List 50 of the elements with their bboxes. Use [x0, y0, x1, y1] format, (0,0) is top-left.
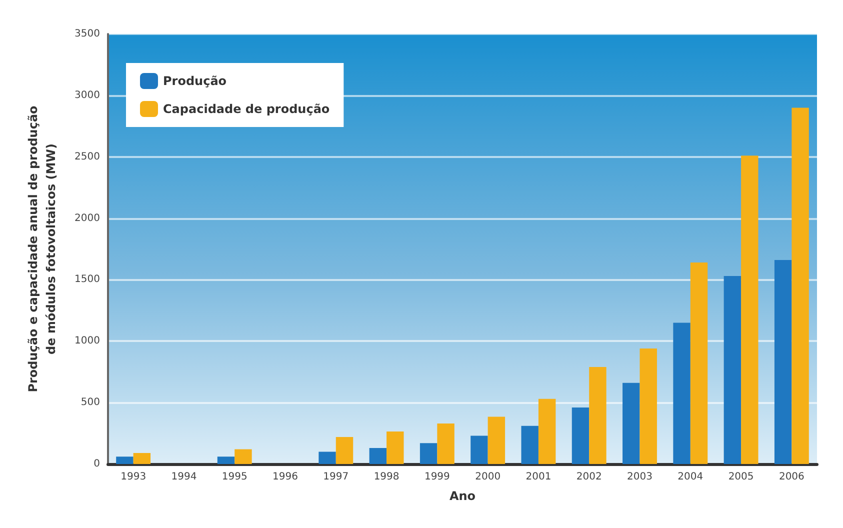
legend-label: Capacidade de produção — [163, 102, 330, 116]
bar — [369, 448, 387, 464]
x-tick-label: 2005 — [728, 472, 754, 482]
bar — [420, 443, 438, 464]
y-tick-label: 500 — [80, 397, 100, 408]
x-tick-label: 1997 — [323, 472, 349, 482]
y-tick-label: 1000 — [74, 336, 100, 347]
bar — [640, 348, 657, 464]
x-tick-label: 2002 — [576, 472, 602, 482]
x-tick-label: 1995 — [222, 472, 248, 482]
x-tick-label: 2003 — [627, 472, 652, 482]
x-tick-label: 1994 — [171, 472, 197, 482]
bar — [589, 366, 606, 464]
y-tick-label: 2000 — [74, 212, 100, 224]
bar — [538, 398, 556, 464]
bar — [792, 108, 809, 464]
bar — [133, 452, 151, 464]
bar — [386, 431, 404, 464]
x-tick-label: 1996 — [272, 472, 298, 482]
bar — [116, 456, 134, 464]
x-tick-label: 1998 — [374, 472, 400, 482]
y-tick-label: 1500 — [74, 274, 100, 286]
y-tick-label: 0 — [94, 458, 100, 470]
bar — [217, 456, 235, 464]
x-axis-title: Ano — [449, 489, 476, 503]
x-tick-label: 1993 — [120, 472, 146, 482]
y-tick-label: 3000 — [74, 90, 100, 101]
bar — [774, 260, 792, 464]
y-tick-label: 2500 — [74, 151, 100, 162]
x-tick-label: 1999 — [424, 472, 450, 482]
x-tick-label: 2006 — [778, 472, 804, 482]
y-axis-title: Produção e capacidade anual de produção de módulos fotovoltaicos (MW) — [26, 106, 58, 392]
bar — [572, 407, 590, 464]
bar — [470, 436, 488, 464]
x-tick-label: 2001 — [526, 472, 552, 482]
bar — [336, 436, 354, 464]
y-tick-label: 3500 — [74, 28, 100, 40]
bar — [673, 322, 690, 464]
bar — [622, 382, 640, 464]
legend-label: Produção — [163, 74, 227, 88]
bar — [437, 423, 454, 464]
x-tick-label: 2000 — [475, 472, 501, 482]
bar — [318, 452, 336, 464]
bar — [724, 276, 742, 464]
bar — [488, 416, 506, 464]
bar — [234, 449, 252, 464]
bar — [741, 156, 758, 464]
x-tick-label: 2004 — [678, 472, 704, 482]
bar — [521, 426, 538, 464]
bar — [690, 262, 708, 464]
